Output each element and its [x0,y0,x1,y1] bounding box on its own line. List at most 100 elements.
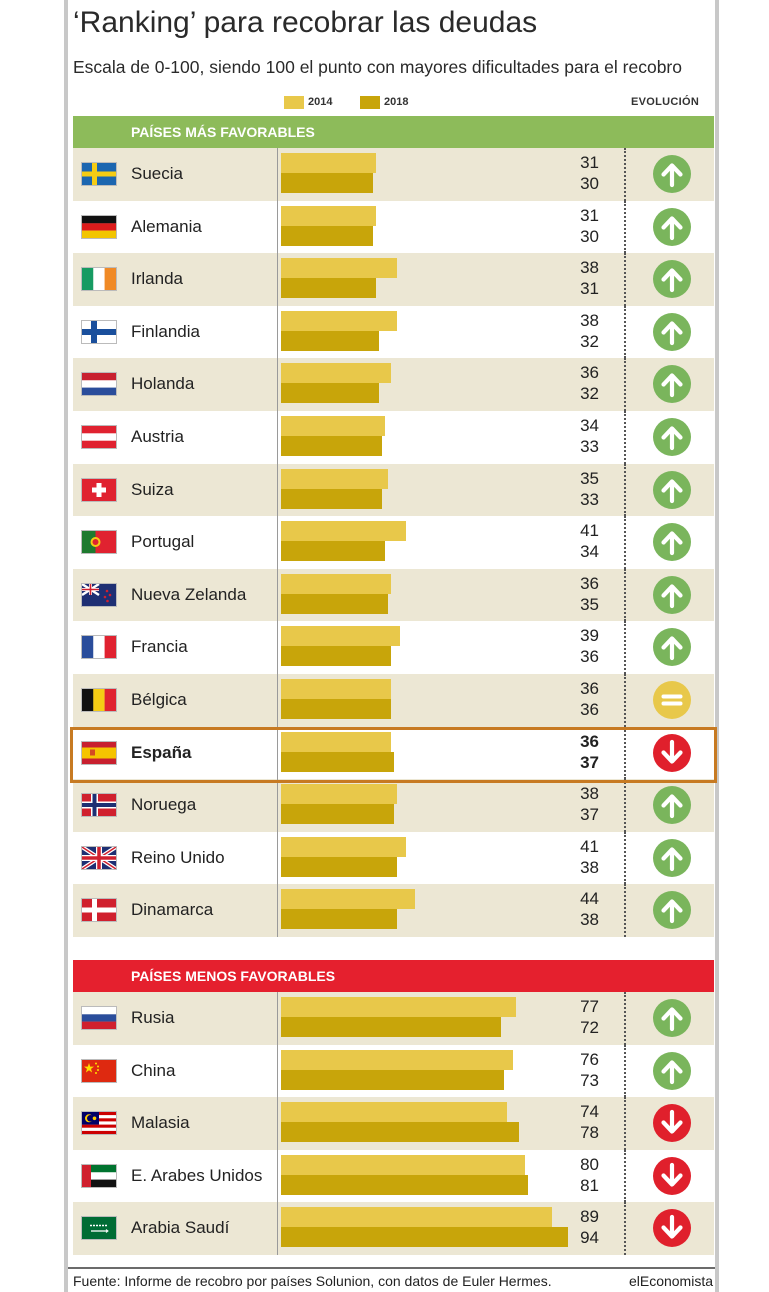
evolution-divider [624,305,626,359]
axis-baseline [277,831,278,885]
country-label: Alemania [131,216,202,236]
value-2018: 35 [580,594,599,614]
bar-2014 [281,1154,525,1175]
evolution-divider [624,779,626,832]
bar-2014 [281,521,407,542]
evolution-up-arrow-icon [653,838,691,877]
country-row-irlanda: Irlanda 38 31 [73,253,714,306]
legend-label-2014: 2014 [308,96,333,108]
axis-baseline [277,463,278,517]
evolution-up-arrow-icon [653,523,691,562]
value-2014: 41 [580,836,599,856]
country-row-austria: Austria 34 33 [73,411,714,464]
denmark-flag-icon [82,899,116,922]
country-label: Francia [131,637,188,657]
axis-baseline [277,726,278,780]
value-2014: 76 [580,1049,599,1069]
country-row-reino-unido: Reino Unido 41 38 [73,831,714,885]
country-row-nueva-zelanda: Nueva Zelanda 36 35 [73,568,714,622]
germany-flag-icon [82,215,116,238]
china-flag-icon [82,1059,116,1082]
value-2014: 34 [580,416,599,435]
evolution-up-arrow-icon [653,575,691,614]
evolution-down-arrow-icon [653,1156,691,1195]
value-2018: 30 [580,226,599,246]
country-label: Malasia [131,1113,190,1133]
source-note: Fuente: Informe de recobro por países So… [73,1273,552,1289]
country-row-francia: Francia 39 36 [73,621,714,674]
value-2014: 74 [580,1102,599,1122]
value-2018: 38 [580,910,599,930]
evolution-down-arrow-icon [653,733,691,772]
switzerland-flag-icon [82,478,116,501]
bar-2018 [281,278,376,299]
axis-baseline [277,779,278,832]
country-row-dinamarca: Dinamarca 44 38 [73,884,714,937]
axis-baseline [277,992,278,1045]
country-label: Noruega [131,795,197,815]
value-2014: 31 [580,205,599,225]
evolution-up-arrow-icon [653,999,691,1037]
evolution-divider [624,1149,626,1203]
value-2014: 36 [580,679,599,698]
bar-2018 [281,1227,568,1248]
country-label: Holanda [131,374,195,394]
value-2014: 36 [580,573,599,593]
bar-2014 [281,363,391,384]
evolution-divider [624,674,626,727]
value-2018: 33 [580,489,599,509]
value-2014: 77 [580,997,599,1016]
value-2014: 36 [580,363,599,383]
value-2018: 94 [580,1228,599,1248]
chart-subtitle: Escala de 0-100, siendo 100 el punto con… [73,57,682,77]
norway-flag-icon [82,794,116,817]
evolution-divider [624,726,626,780]
bar-2014 [281,416,385,436]
evolution-divider [624,568,626,622]
evolution-up-arrow-icon [653,155,691,193]
chart-title: ‘Ranking’ para recobrar las deudas [73,6,538,39]
bar-2018 [281,436,382,456]
evolution-divider [624,358,626,411]
value-2018: 30 [580,174,599,193]
belgium-flag-icon [82,689,116,711]
bar-2014 [281,153,376,173]
value-2014: 89 [580,1207,599,1227]
value-2018: 31 [580,279,599,299]
malaysia-flag-icon [82,1112,116,1135]
country-label: España [131,742,192,762]
bar-2014 [281,997,516,1017]
value-2014: 35 [580,468,599,488]
axis-baseline [277,200,278,254]
bar-2014 [281,573,391,594]
axis-baseline [277,148,278,201]
value-2018: 32 [580,384,599,404]
country-label: Portugal [131,532,195,552]
value-2018: 78 [580,1123,599,1143]
country-row-espana: España 36 37 [73,726,714,780]
value-2018: 36 [580,647,599,667]
frame-left-border [64,0,68,1292]
bar-2018 [281,1122,519,1143]
new-zealand-flag-icon [82,583,116,606]
legend-swatch-2018 [360,96,380,109]
evolution-divider [624,411,626,464]
axis-baseline [277,568,278,622]
country-row-arabia-saudi: Arabia Saudí 89 94 [73,1202,714,1255]
bar-2018 [281,330,379,351]
country-label: Suecia [131,164,183,183]
country-label: China [131,1060,176,1080]
evolution-up-arrow-icon [653,365,691,404]
ireland-flag-icon [82,268,116,291]
russia-flag-icon [82,1007,116,1029]
value-2014: 31 [580,153,599,172]
bar-2014 [281,1049,513,1070]
bar-2018 [281,856,397,877]
bar-2014 [281,784,397,805]
evolution-divider [624,253,626,306]
uk-flag-icon [82,846,116,869]
evolution-up-arrow-icon [653,207,691,246]
evolution-divider [624,1044,626,1098]
portugal-flag-icon [82,531,116,554]
country-row-suecia: Suecia 31 30 [73,148,714,201]
